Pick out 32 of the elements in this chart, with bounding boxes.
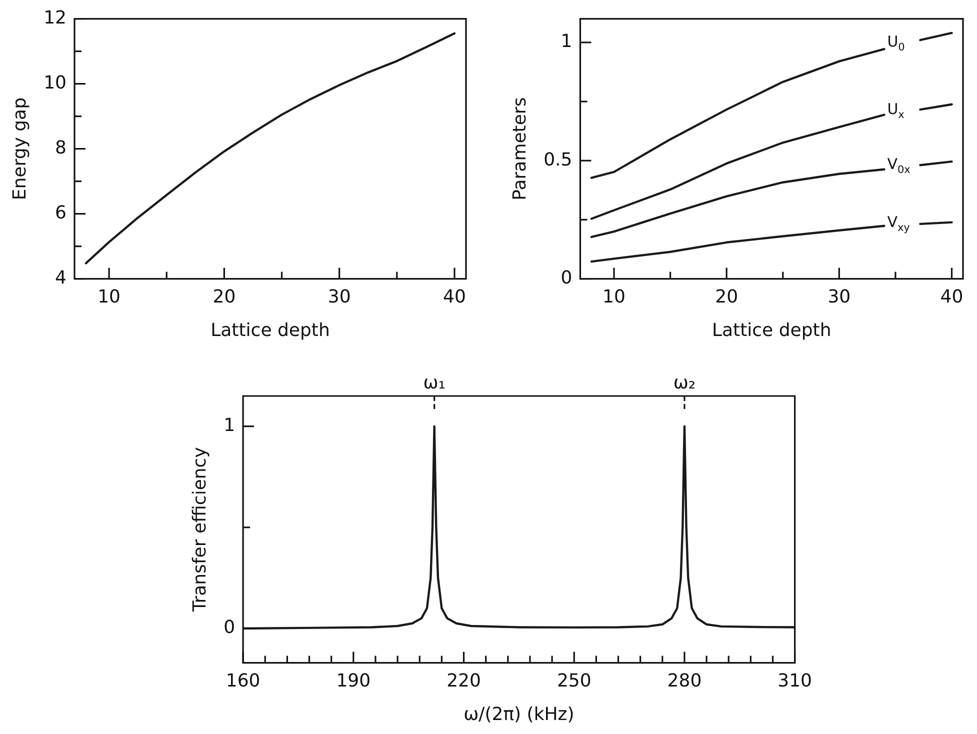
x-tick-label: 190 (336, 670, 371, 692)
ref-line-label: ω₁ (423, 372, 446, 394)
y-tick-label: 1 (560, 31, 572, 52)
y-tick-label: 6 (55, 202, 67, 224)
x-tick-label: 220 (446, 670, 481, 692)
y-tick-label: 4 (55, 267, 67, 288)
x-tick-label: 250 (556, 670, 592, 692)
y-tick-label: 12 (44, 7, 67, 28)
x-tick-label: 30 (328, 286, 351, 308)
x-axis-title: Lattice depth (712, 320, 832, 341)
x-tick-label: 40 (940, 286, 964, 308)
ref-line-label: ω₂ (673, 372, 696, 394)
y-axis-title: Parameters (509, 97, 530, 200)
x-axis-title: ω/(2π) (kHz) (464, 704, 574, 725)
y-tick-label: 8 (55, 137, 67, 158)
x-tick-label: 10 (98, 286, 120, 308)
x-tick-label: 20 (212, 286, 236, 308)
y-tick-label: 1 (224, 414, 236, 436)
x-axis-title: Lattice depth (210, 320, 330, 341)
y-tick-label: 0.5 (544, 149, 572, 170)
x-tick-label: 30 (828, 286, 851, 308)
x-tick-label: 160 (226, 670, 260, 692)
x-tick-label: 10 (602, 286, 626, 308)
y-tick-label: 0 (224, 617, 236, 638)
x-tick-label: 40 (443, 286, 466, 308)
y-axis-title: Transfer efficiency (189, 446, 210, 613)
y-tick-label: 0 (560, 267, 572, 288)
x-tick-label: 280 (667, 670, 702, 692)
x-tick-label: 310 (778, 670, 812, 692)
y-axis-title: Energy gap (9, 97, 30, 200)
x-tick-label: 20 (715, 286, 738, 308)
y-tick-label: 10 (44, 72, 67, 94)
